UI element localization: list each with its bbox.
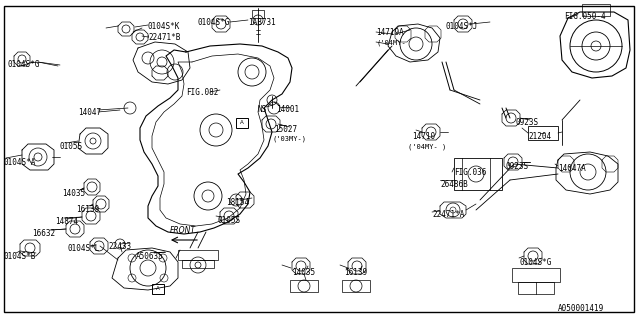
Text: 14710: 14710 — [412, 132, 435, 141]
Text: 22433: 22433 — [108, 242, 131, 251]
Text: A050001419: A050001419 — [558, 304, 604, 313]
Text: 0104S*G: 0104S*G — [520, 258, 552, 267]
Text: 14047: 14047 — [78, 108, 101, 117]
Bar — [178, 250, 218, 260]
Bar — [252, 10, 264, 18]
Bar — [342, 280, 370, 292]
Text: FIG.082: FIG.082 — [186, 88, 218, 97]
Text: A: A — [156, 286, 160, 292]
Text: 1AB731: 1AB731 — [248, 18, 276, 27]
Bar — [512, 268, 560, 282]
Text: 0104S*L: 0104S*L — [68, 244, 100, 253]
Text: 22471*B: 22471*B — [148, 33, 180, 42]
Text: 0923S: 0923S — [506, 162, 529, 171]
Text: 16139: 16139 — [76, 205, 99, 214]
Text: A50635: A50635 — [136, 252, 164, 261]
Text: 18154: 18154 — [226, 198, 249, 207]
Bar — [528, 126, 558, 140]
Text: 0104S*A: 0104S*A — [4, 158, 36, 167]
Text: 22471*A: 22471*A — [432, 210, 465, 219]
Text: 15027: 15027 — [274, 125, 297, 134]
Text: 0104S*G: 0104S*G — [8, 60, 40, 69]
Bar — [518, 282, 554, 294]
Text: FRONT: FRONT — [170, 226, 196, 235]
Text: 0105S: 0105S — [60, 142, 83, 151]
Text: ('04MY-: ('04MY- — [376, 40, 406, 46]
Text: ('04MY- ): ('04MY- ) — [408, 143, 446, 149]
Text: 0104S*B: 0104S*B — [4, 252, 36, 261]
Text: 14001: 14001 — [276, 105, 299, 114]
Text: ('03MY-): ('03MY-) — [272, 136, 306, 142]
Bar — [182, 260, 214, 268]
Text: 14719A: 14719A — [376, 28, 404, 37]
Text: 0105S: 0105S — [218, 216, 241, 225]
Bar — [236, 118, 248, 128]
Text: FIG.036: FIG.036 — [454, 168, 486, 177]
Text: A: A — [240, 121, 244, 125]
Text: 0923S: 0923S — [516, 118, 539, 127]
Text: 16632: 16632 — [32, 229, 55, 238]
Text: NS: NS — [258, 105, 268, 114]
Text: 0104S*K: 0104S*K — [148, 22, 180, 31]
Bar — [290, 280, 318, 292]
Text: FIG.050-4: FIG.050-4 — [564, 12, 605, 21]
Bar — [454, 158, 502, 190]
Text: 14047A: 14047A — [558, 164, 586, 173]
Text: 14035: 14035 — [292, 268, 315, 277]
Text: 26486B: 26486B — [440, 180, 468, 189]
Text: 14874: 14874 — [55, 217, 78, 226]
Text: 14035: 14035 — [62, 189, 85, 198]
Text: 21204: 21204 — [528, 132, 551, 141]
Bar — [582, 4, 610, 16]
Bar — [152, 284, 164, 294]
Text: 0104S*G: 0104S*G — [198, 18, 230, 27]
Text: 0104S*J: 0104S*J — [446, 22, 478, 31]
Text: 16139: 16139 — [344, 268, 367, 277]
